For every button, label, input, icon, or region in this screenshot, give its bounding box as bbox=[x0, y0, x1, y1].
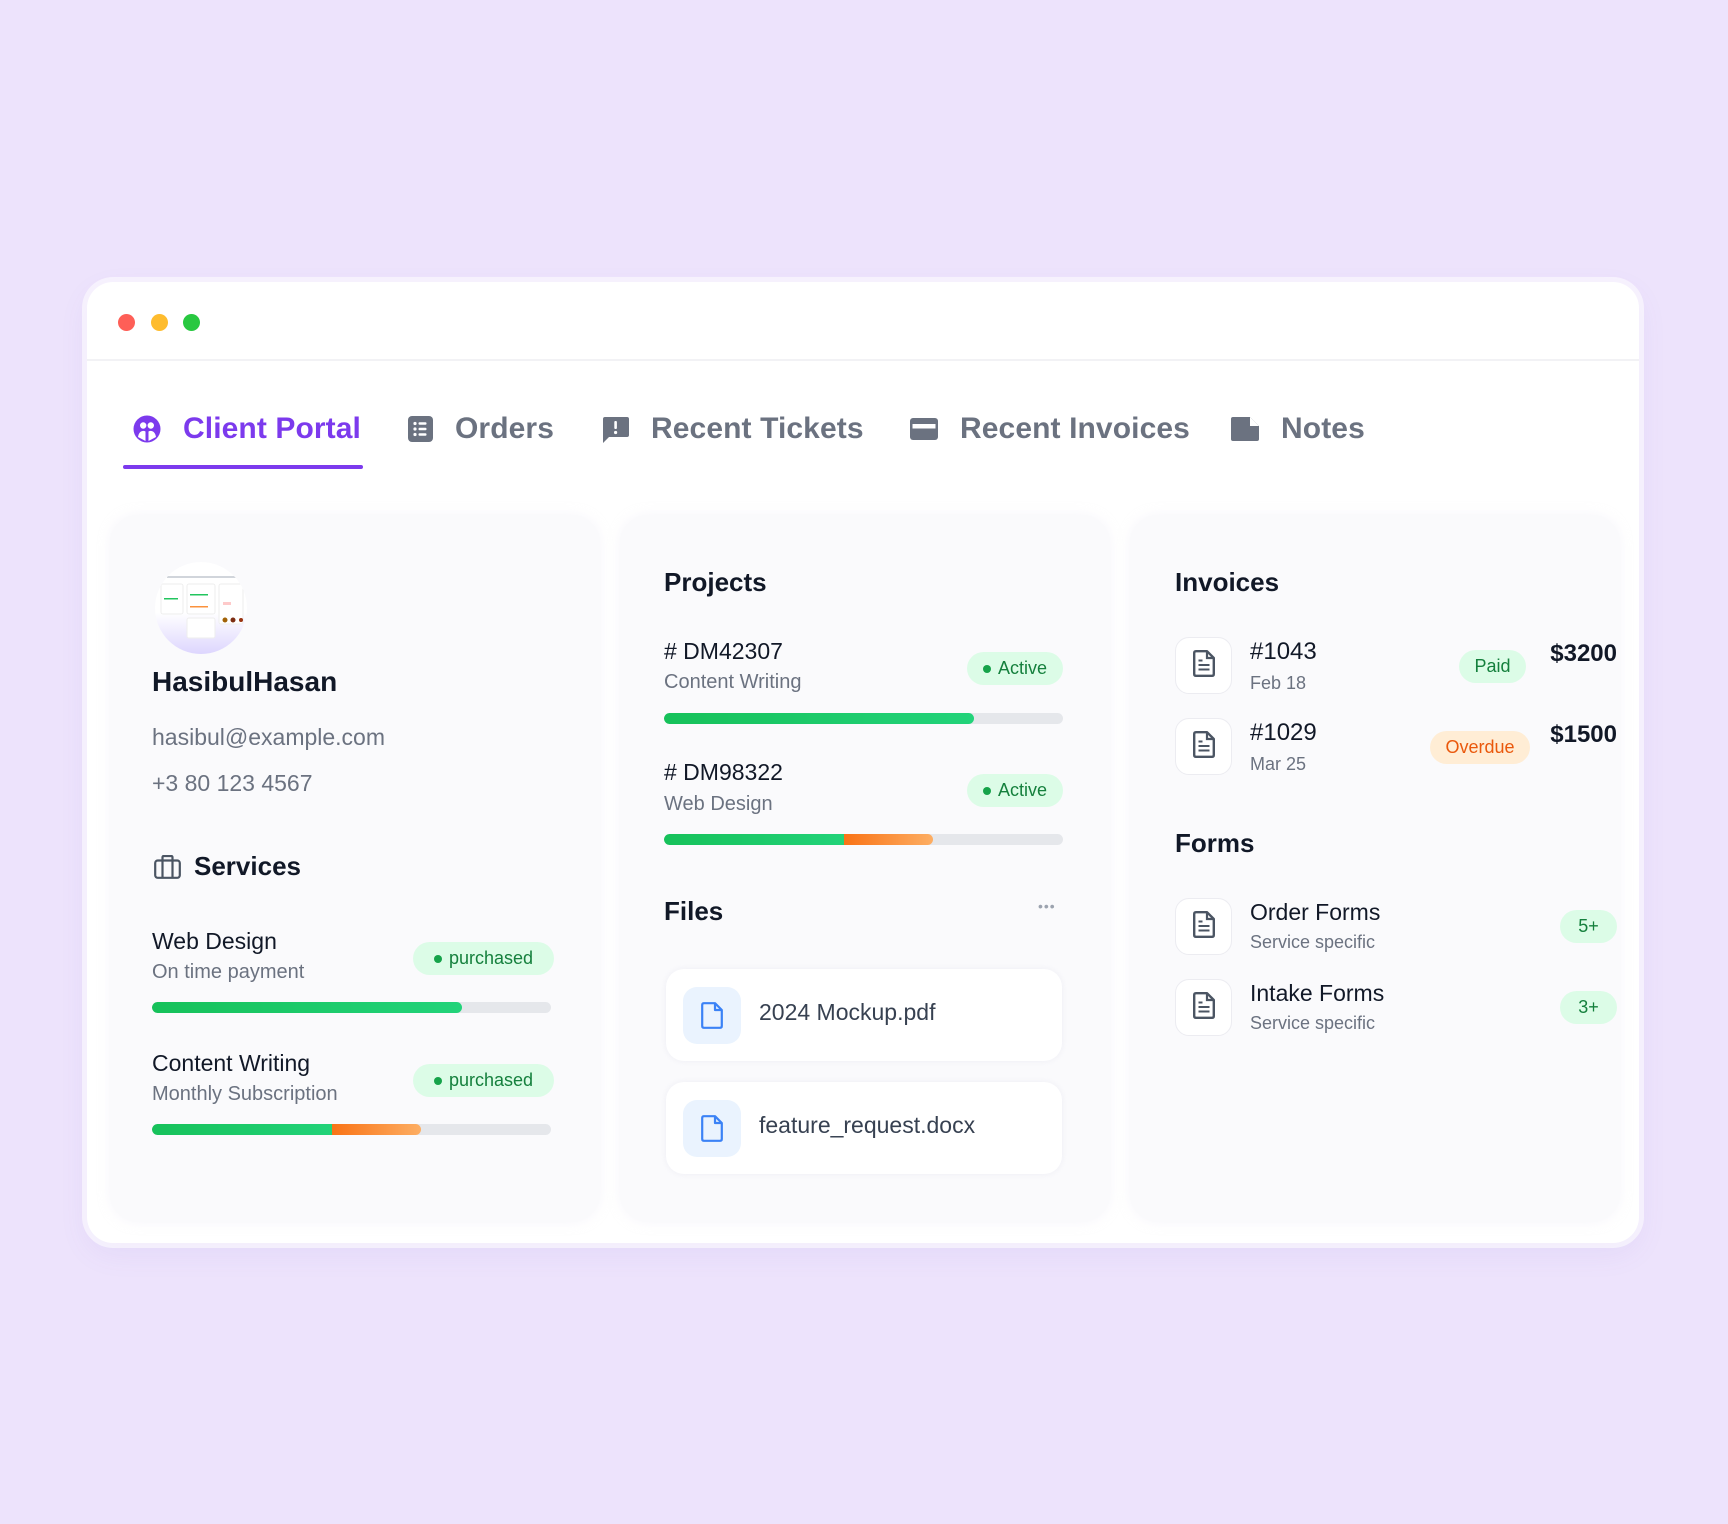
tab-recent-invoices[interactable]: Recent Invoices bbox=[910, 407, 1190, 451]
client-email[interactable]: hasibul@example.com bbox=[152, 724, 386, 750]
client-phone: +3 80 123 4567 bbox=[152, 770, 313, 796]
project-progress-bar bbox=[664, 713, 1063, 724]
tab-label: Notes bbox=[1281, 412, 1365, 445]
service-name: Content Writing bbox=[152, 1050, 311, 1076]
service-subtitle: Monthly Subscription bbox=[152, 1083, 338, 1105]
service-status-badge: purchased bbox=[413, 1064, 554, 1097]
service-progress-bar bbox=[152, 1002, 551, 1013]
service-status-badge: purchased bbox=[413, 942, 554, 975]
invoices-heading: Invoices bbox=[1175, 567, 1280, 597]
form-subtitle: Service specific bbox=[1250, 932, 1376, 952]
ticket-alert-icon bbox=[601, 415, 629, 443]
status-dot bbox=[433, 1076, 442, 1085]
progress-complete bbox=[664, 834, 850, 845]
active-tab-indicator bbox=[123, 465, 363, 469]
app-window: Client Portal Orders Recent Tickets Rece… bbox=[87, 282, 1639, 1243]
invoice-amount: $3200 bbox=[1550, 640, 1617, 667]
minimize-window-button[interactable] bbox=[151, 314, 168, 331]
form-count-badge: 5+ bbox=[1560, 910, 1617, 943]
project-id[interactable]: # DM42307 bbox=[664, 638, 783, 664]
service-subtitle: On time payment bbox=[152, 961, 305, 983]
document-icon bbox=[1192, 730, 1215, 763]
form-document-icon-box bbox=[1175, 898, 1232, 955]
document-icon bbox=[1192, 910, 1215, 943]
invoice-date: Mar 25 bbox=[1250, 754, 1307, 774]
avatar bbox=[155, 562, 247, 654]
tab-recent-tickets[interactable]: Recent Tickets bbox=[601, 407, 864, 451]
progress-complete bbox=[152, 1124, 338, 1135]
forms-heading: Forms bbox=[1175, 828, 1255, 858]
invoice-document-icon-box bbox=[1175, 718, 1232, 775]
file-name: 2024 Mockup.pdf bbox=[759, 999, 936, 1025]
maximize-window-button[interactable] bbox=[183, 314, 200, 331]
progress-complete bbox=[664, 713, 974, 724]
status-dot bbox=[433, 954, 442, 963]
credit-card-icon bbox=[910, 417, 938, 441]
file-item[interactable]: feature_request.docx bbox=[666, 1082, 1062, 1174]
briefcase-icon bbox=[154, 854, 181, 884]
client-name: HasibulHasan bbox=[152, 666, 338, 697]
file-icon bbox=[683, 987, 741, 1044]
profile-card: HasibulHasan hasibul@example.com +3 80 1… bbox=[110, 515, 600, 1222]
form-document-icon-box bbox=[1175, 979, 1232, 1036]
file-item[interactable]: 2024 Mockup.pdf bbox=[666, 969, 1062, 1061]
invoice-status-badge: Overdue bbox=[1430, 731, 1530, 764]
tab-client-portal[interactable]: Client Portal bbox=[133, 407, 361, 451]
file-name: feature_request.docx bbox=[759, 1112, 976, 1138]
tab-notes[interactable]: Notes bbox=[1231, 407, 1365, 451]
invoices-card: Invoices #1043 Feb 18 Paid $3200 #1029 M… bbox=[1130, 515, 1620, 1222]
tab-label: Recent Invoices bbox=[960, 412, 1190, 445]
status-label: Active bbox=[997, 780, 1048, 800]
progress-complete bbox=[152, 1002, 462, 1013]
progress-pending bbox=[332, 1124, 421, 1135]
project-status-badge: Active bbox=[967, 774, 1063, 807]
close-window-button[interactable] bbox=[118, 314, 135, 331]
projects-card: Projects # DM42307 Content Writing Activ… bbox=[620, 515, 1110, 1222]
files-more-button[interactable]: ••• bbox=[1038, 898, 1056, 914]
invoice-number[interactable]: #1043 bbox=[1250, 638, 1317, 665]
tab-label: Recent Tickets bbox=[651, 412, 864, 445]
form-count-badge: 3+ bbox=[1560, 991, 1617, 1024]
status-label: Active bbox=[997, 658, 1048, 678]
project-status-badge: Active bbox=[967, 652, 1063, 685]
status-dot bbox=[982, 786, 991, 795]
invoice-amount: $1500 bbox=[1550, 721, 1617, 748]
files-heading: Files bbox=[664, 896, 724, 926]
titlebar-divider bbox=[87, 359, 1639, 361]
list-icon bbox=[408, 416, 433, 442]
service-progress-bar bbox=[152, 1124, 551, 1135]
invoice-number[interactable]: #1029 bbox=[1250, 719, 1317, 746]
progress-pending bbox=[844, 834, 933, 845]
service-name: Web Design bbox=[152, 928, 277, 954]
form-name[interactable]: Intake Forms bbox=[1250, 980, 1385, 1006]
document-icon bbox=[1192, 649, 1215, 682]
invoice-date: Feb 18 bbox=[1250, 673, 1307, 693]
status-label: purchased bbox=[448, 1070, 534, 1090]
invoice-document-icon-box bbox=[1175, 637, 1232, 694]
project-progress-bar bbox=[664, 834, 1063, 845]
project-type: Web Design bbox=[664, 793, 773, 815]
tab-label: Client Portal bbox=[183, 412, 361, 445]
services-heading: Services bbox=[194, 851, 301, 881]
status-dot bbox=[982, 664, 991, 673]
note-icon bbox=[1231, 417, 1259, 441]
tab-orders[interactable]: Orders bbox=[408, 407, 554, 451]
projects-heading: Projects bbox=[664, 567, 767, 597]
file-icon bbox=[683, 1100, 741, 1157]
users-circle-icon bbox=[133, 415, 161, 443]
form-subtitle: Service specific bbox=[1250, 1013, 1376, 1033]
project-id[interactable]: # DM98322 bbox=[664, 759, 783, 785]
status-label: purchased bbox=[448, 948, 534, 968]
document-icon bbox=[1192, 991, 1215, 1024]
invoice-status-badge: Paid bbox=[1459, 650, 1526, 683]
form-name[interactable]: Order Forms bbox=[1250, 899, 1381, 925]
tab-label: Orders bbox=[455, 412, 554, 445]
project-type: Content Writing bbox=[664, 671, 802, 693]
